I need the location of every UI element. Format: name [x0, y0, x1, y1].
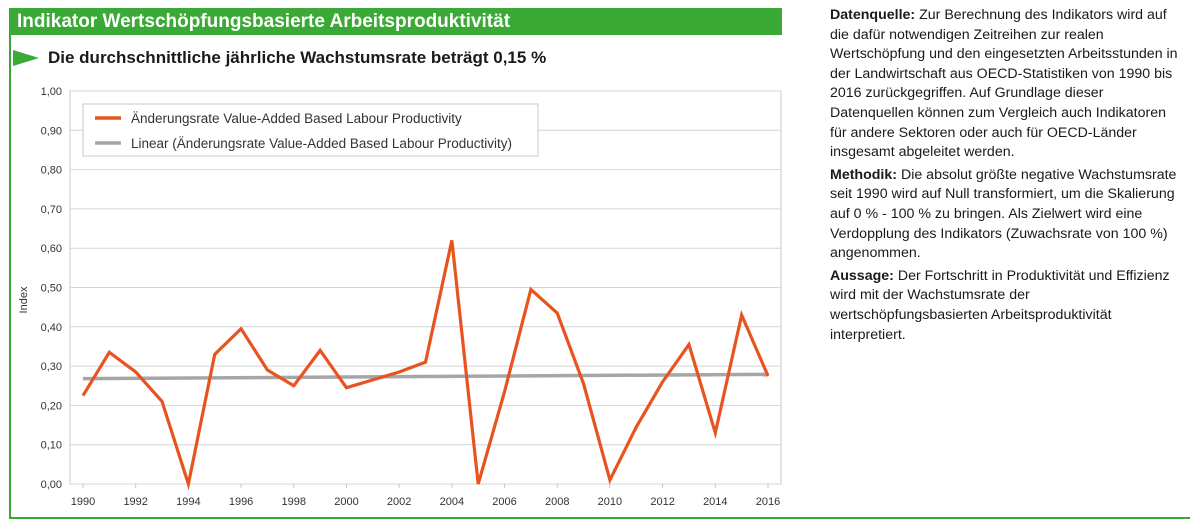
x-tick-label: 2000 [334, 496, 358, 508]
x-tick-label: 1996 [229, 496, 253, 508]
legend-label-series: Änderungsrate Value-Added Based Labour P… [131, 111, 462, 126]
series-group [81, 240, 770, 491]
x-tick-label: 1998 [282, 496, 306, 508]
info-text: Der Fortschritt in Produktivität und Eff… [830, 267, 1170, 343]
x-tick-label: 1994 [176, 496, 200, 508]
info-text: Zur Berechnung des Indikators wird auf d… [830, 7, 1178, 161]
y-tick-label: 0,60 [41, 243, 62, 255]
info-text: Die absolut größte negative Wachstumsrat… [830, 166, 1177, 262]
y-tick-label: 0,50 [41, 283, 62, 295]
x-tick-label: 2002 [387, 496, 411, 508]
y-axis-label: Index [18, 286, 30, 313]
x-tick-label: 2014 [703, 496, 727, 508]
legend-label-trend: Linear (Änderungsrate Value-Added Based … [131, 136, 512, 151]
info-label: Datenquelle: [830, 7, 916, 23]
x-tick-label: 2008 [545, 496, 569, 508]
chart-subtitle: Die durchschnittliche jährliche Wachstum… [48, 48, 547, 67]
x-tick-label: 1992 [123, 496, 147, 508]
info-panel: Datenquelle: Zur Berechnung des Indikato… [830, 6, 1182, 348]
trend-line [82, 372, 769, 381]
x-tick-label: 2016 [756, 496, 780, 508]
legend: Änderungsrate Value-Added Based Labour P… [82, 103, 539, 157]
panel-border-left [9, 35, 11, 519]
info-label: Aussage: [830, 267, 894, 284]
y-tick-labels: 0,00 0,10 0,20 0,30 0,40 0,50 0,60 0,70 0,80 0,90… [41, 86, 62, 491]
info-label: Methodik: [830, 166, 897, 183]
x-tick-label: 1990 [71, 496, 95, 508]
y-tick-label: 0,10 [41, 440, 62, 452]
y-tick-label: 0,40 [41, 322, 62, 334]
x-tick-label: 2010 [598, 496, 622, 508]
info-paragraph-datenquelle: Datenquelle: Zur Berechnung des Indikato… [830, 6, 1182, 163]
y-tick-label: 1,00 [41, 86, 62, 98]
y-tick-label: 0,70 [41, 204, 62, 216]
y-tick-label: 0,90 [41, 125, 62, 137]
arrow-right-icon [13, 50, 39, 66]
y-tick-label: 0,00 [41, 479, 62, 491]
y-tick-label: 0,20 [41, 400, 62, 412]
x-tick-label: 2012 [650, 496, 674, 508]
info-paragraph-methodik: Methodik: Die absolut größte negative Wa… [830, 166, 1182, 264]
panel-border-bottom [9, 517, 1190, 519]
info-paragraph-aussage: Aussage: Der Fortschritt in Produktivitä… [830, 267, 1182, 345]
x-tick-label: 2004 [440, 496, 464, 508]
line-chart: 0,00 0,10 0,20 0,30 0,40 0,50 0,60 0,70 0,80 0,90… [18, 86, 782, 508]
y-tick-label: 0,80 [41, 165, 62, 177]
page-title: Indikator Wertschöpfungsbasierte Arbeits… [9, 8, 782, 35]
x-tick-labels: 1990 1992 1994 1996 1998 2000 2002 2004 2006 2008… [71, 484, 780, 508]
x-tick-label: 2006 [492, 496, 516, 508]
legend-box [82, 103, 539, 157]
y-tick-label: 0,30 [41, 361, 62, 373]
